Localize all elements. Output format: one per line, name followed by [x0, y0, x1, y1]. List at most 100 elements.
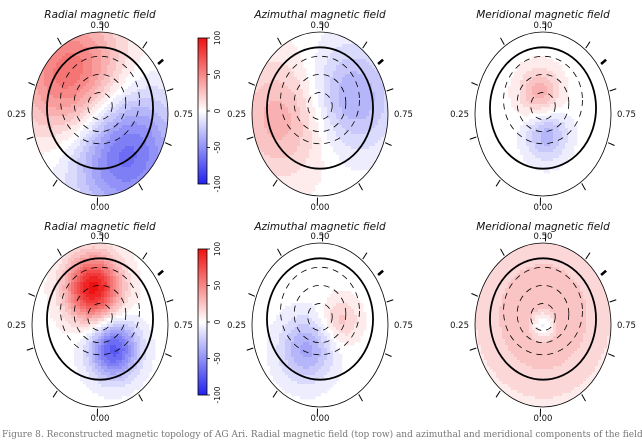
field-cell [119, 128, 123, 132]
field-cell [381, 101, 385, 105]
field-cell [553, 128, 557, 132]
field-cell [128, 158, 132, 162]
field-cell [53, 167, 57, 171]
field-cell [89, 261, 93, 265]
field-cell [158, 101, 162, 105]
field-cell [565, 98, 569, 102]
field-cell [80, 137, 84, 141]
field-cell [131, 158, 135, 162]
field-cell [65, 116, 69, 120]
field-cell [348, 47, 352, 51]
field-cell [47, 288, 51, 292]
field-cell [526, 155, 530, 159]
field-cell [291, 86, 295, 90]
field-cell [291, 107, 295, 111]
field-cell [110, 152, 114, 156]
field-cell [101, 92, 105, 96]
field-cell [318, 161, 322, 165]
field-cell [255, 128, 259, 132]
field-cell [83, 41, 87, 45]
field-cell [261, 155, 265, 159]
field-cell [101, 158, 105, 162]
field-cell [300, 101, 304, 105]
field-cell [107, 107, 111, 111]
field-cell [116, 110, 120, 114]
field-cell [526, 65, 530, 69]
field-cell [104, 50, 108, 54]
field-cell [336, 50, 340, 54]
field-cell [261, 128, 265, 132]
field-cell [520, 68, 524, 72]
field-cell [342, 158, 346, 162]
field-cell [77, 53, 81, 57]
field-cell [128, 167, 132, 171]
field-cell [559, 131, 563, 135]
field-cell [125, 41, 129, 45]
field-cell [146, 128, 150, 132]
field-cell [312, 128, 316, 132]
field-cell [68, 122, 72, 126]
field-cell [550, 65, 554, 69]
field-cell [276, 62, 280, 66]
field-cell [544, 119, 548, 123]
field-cell [110, 128, 114, 132]
field-cell [261, 134, 265, 138]
field-cell [300, 71, 304, 75]
field-cell [95, 116, 99, 120]
field-cell [56, 125, 60, 129]
field-cell [318, 86, 322, 90]
field-cell [68, 101, 72, 105]
field-cell [357, 107, 361, 111]
field-cell [131, 83, 135, 87]
field-cell [50, 107, 54, 111]
field-cell [137, 273, 141, 277]
field-cell [529, 161, 533, 165]
field-cell [113, 155, 117, 159]
field-cell [101, 137, 105, 141]
field-cell [98, 116, 102, 120]
field-cell [104, 282, 108, 286]
field-cell [107, 71, 111, 75]
field-cell [318, 164, 322, 168]
field-cell [83, 182, 87, 186]
field-cell [535, 56, 539, 60]
field-cell [152, 122, 156, 126]
field-cell [56, 98, 60, 102]
field-cell [547, 86, 551, 90]
phase-marker [377, 58, 384, 65]
field-cell [107, 249, 111, 253]
field-cell [62, 140, 66, 144]
field-cell [89, 267, 93, 271]
field-cell [282, 104, 286, 108]
field-cell [101, 125, 105, 129]
field-cell [59, 122, 63, 126]
field-cell [164, 113, 168, 117]
field-cell [101, 56, 105, 60]
field-cell [38, 95, 42, 99]
field-cell [285, 143, 289, 147]
field-cell [98, 80, 102, 84]
field-cell [363, 137, 367, 141]
field-cell [285, 92, 289, 96]
field-cell [321, 65, 325, 69]
field-cell [47, 279, 51, 283]
field-cell [107, 131, 111, 135]
field-cell [113, 167, 117, 171]
field-cell [152, 89, 156, 93]
field-cell [372, 65, 376, 69]
field-cell [357, 116, 361, 120]
field-cell [89, 243, 93, 247]
field-cell [125, 125, 129, 129]
field-cell [62, 170, 66, 174]
field-cell [285, 164, 289, 168]
field-cell [74, 255, 78, 259]
field-cell [354, 134, 358, 138]
field-cell [535, 140, 539, 144]
field-cell [83, 65, 87, 69]
field-cell [89, 155, 93, 159]
field-cell [44, 285, 48, 289]
field-cell [294, 179, 298, 183]
field-cell [288, 44, 292, 48]
field-cell [544, 152, 548, 156]
field-cell [261, 92, 265, 96]
